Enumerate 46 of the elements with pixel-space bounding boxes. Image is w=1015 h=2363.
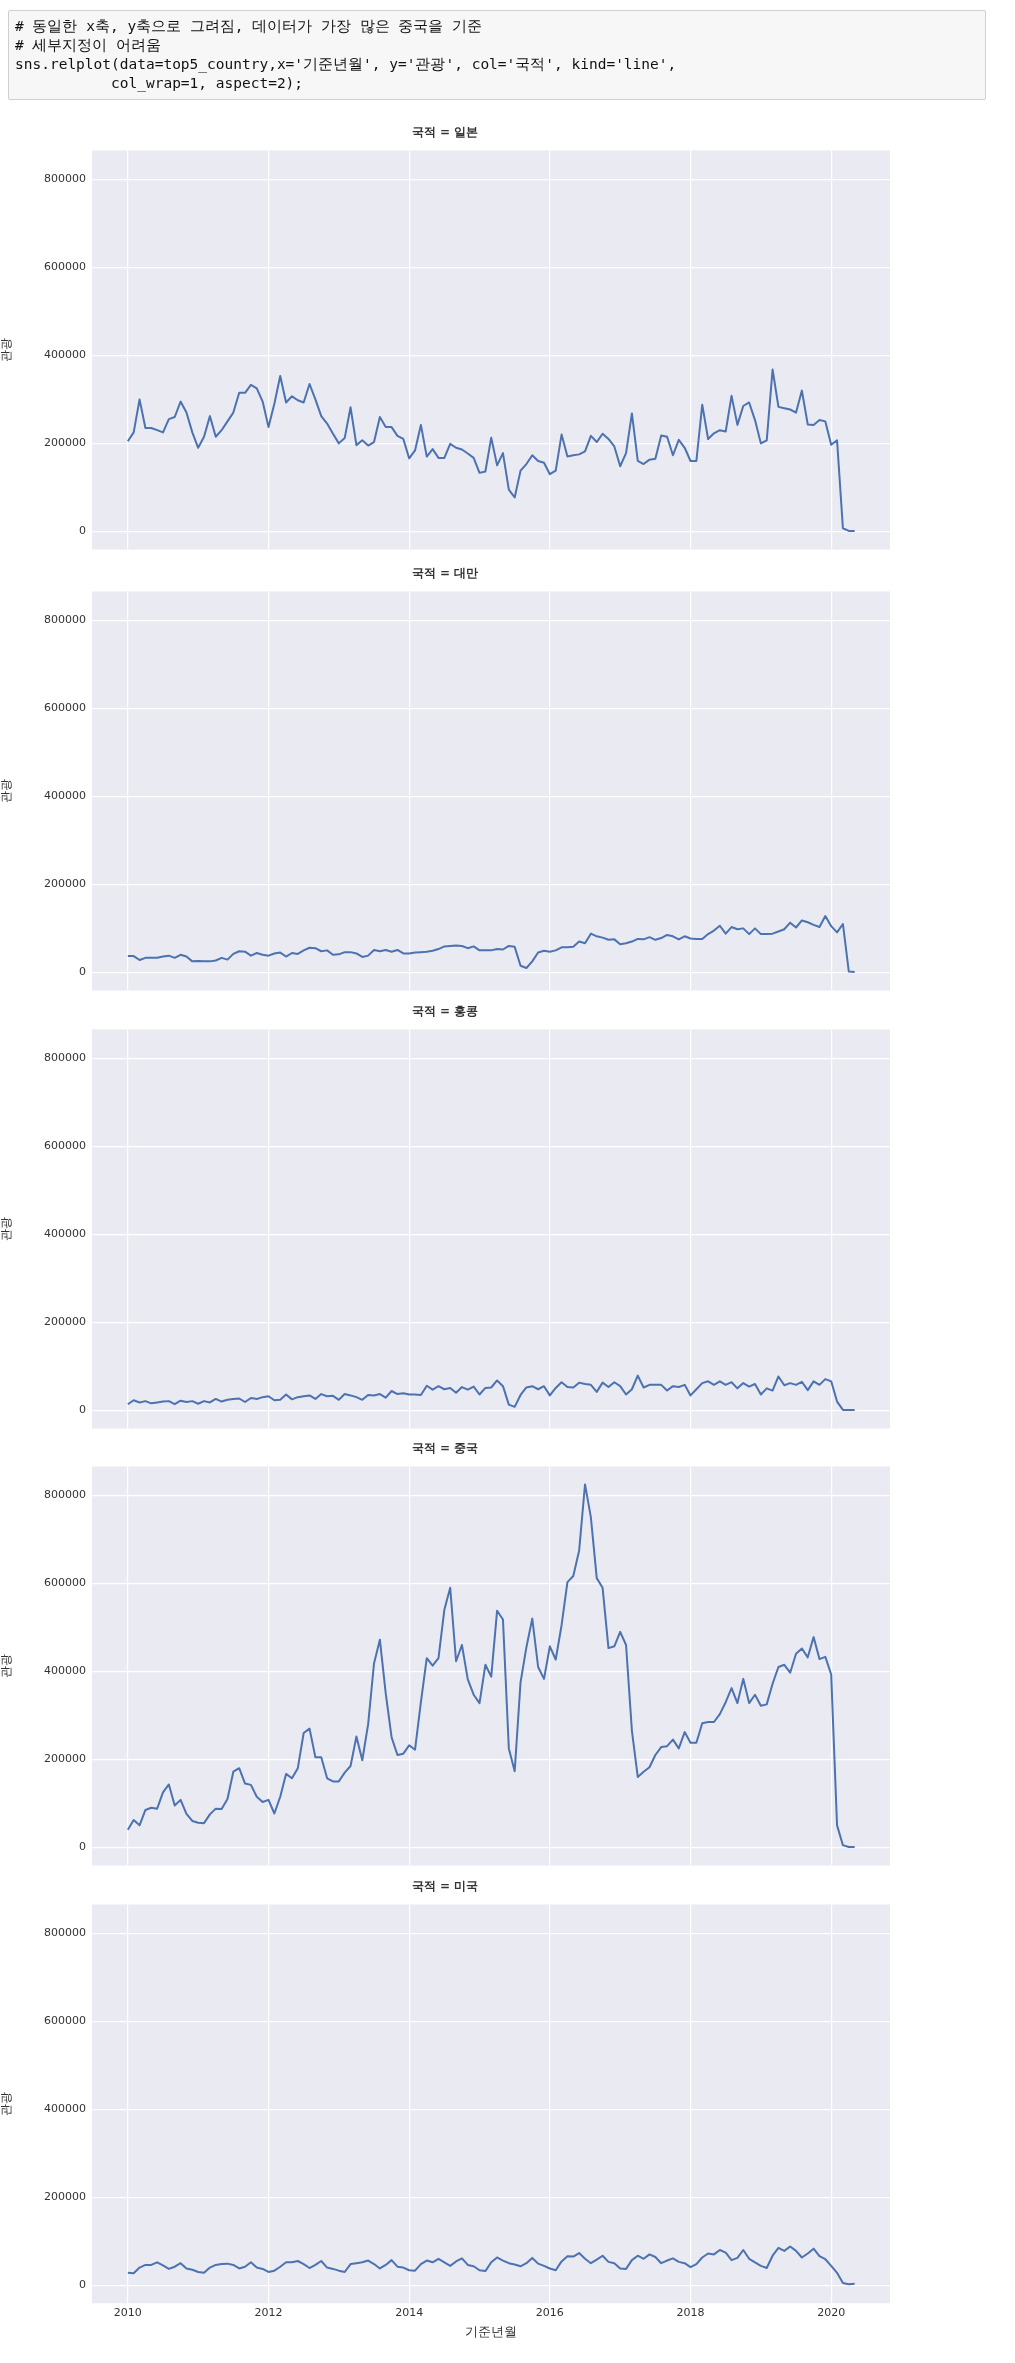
y-tick-label: 600000 <box>44 701 86 715</box>
y-tick-label: 400000 <box>44 1664 86 1678</box>
x-tick-label: 2018 <box>676 2305 705 2319</box>
y-axis-title: 관광 <box>0 1653 14 1678</box>
y-tick-label: 0 <box>79 2278 86 2292</box>
y-tick-label: 200000 <box>44 877 86 891</box>
chart-title: 국적 = 중국 <box>411 1441 479 1456</box>
x-tick-label: 2016 <box>535 2305 564 2319</box>
y-tick-label: 400000 <box>44 2102 86 2116</box>
y-tick-label: 400000 <box>44 789 86 803</box>
chart-title: 국적 = 미국 <box>411 1879 479 1894</box>
x-tick-label: 2020 <box>817 2305 846 2319</box>
chart-title: 국적 = 대만 <box>411 566 479 581</box>
y-tick-label: 800000 <box>44 172 86 186</box>
chart-title: 국적 = 홍콩 <box>411 1004 479 1019</box>
y-tick-label: 200000 <box>44 1752 86 1766</box>
y-tick-label: 800000 <box>44 1051 86 1065</box>
y-tick-label: 0 <box>79 524 86 538</box>
text: # 세부지정이 어려움 <box>15 37 162 53</box>
y-axis-title: 관광 <box>0 1216 14 1241</box>
y-tick-label: 600000 <box>44 1139 86 1153</box>
x-tick-label: 2012 <box>254 2305 283 2319</box>
text: col_wrap=1, aspect=2); <box>111 75 304 91</box>
y-tick-label: 600000 <box>44 1576 86 1590</box>
y-tick-label: 0 <box>79 1840 86 1854</box>
y-tick-label: 0 <box>79 1403 86 1417</box>
y-tick-label: 600000 <box>44 2014 86 2028</box>
y-tick-label: 400000 <box>44 348 86 362</box>
y-tick-label: 600000 <box>44 260 86 274</box>
chart-title: 국적 = 일본 <box>411 125 479 140</box>
y-tick-label: 200000 <box>44 436 86 450</box>
x-tick-label: 2014 <box>395 2305 424 2319</box>
y-tick-label: 800000 <box>44 613 86 627</box>
text: # 동일한 x축, y축으로 그려짐, 데이터가 가장 많은 중국을 기준 <box>15 18 483 34</box>
y-tick-label: 200000 <box>44 2190 86 2204</box>
y-axis-title: 관광 <box>0 2091 14 2116</box>
text: sns.relplot(data=top5_country,x='기준년월', y='관광', col='국적', kind='line', <box>15 56 677 72</box>
y-axis-title: 관광 <box>0 337 14 362</box>
y-tick-label: 800000 <box>44 1488 86 1502</box>
y-axis-title: 관광 <box>0 778 14 803</box>
x-tick-label: 2010 <box>113 2305 142 2319</box>
y-tick-label: 800000 <box>44 1926 86 1940</box>
y-tick-label: 0 <box>79 965 86 979</box>
y-tick-label: 400000 <box>44 1227 86 1241</box>
y-tick-label: 200000 <box>44 1315 86 1329</box>
x-axis-title: 기준년월 <box>465 2323 517 2339</box>
